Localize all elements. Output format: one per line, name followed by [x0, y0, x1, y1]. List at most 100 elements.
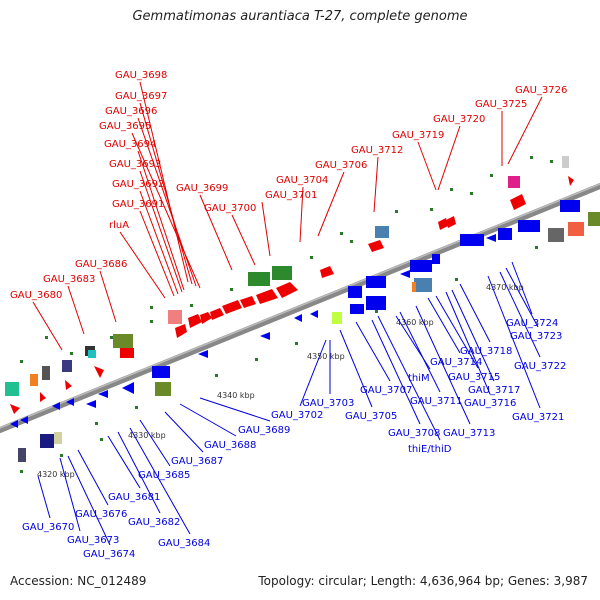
tick-label: 4320 kbp: [37, 470, 75, 479]
gene-label[interactable]: GAU_3723: [510, 331, 562, 342]
gene-label[interactable]: GAU_3684: [158, 538, 210, 549]
genome-backbone: [0, 182, 600, 434]
leader-line: [427, 297, 461, 354]
gene-label[interactable]: GAU_3717: [468, 385, 520, 396]
gene-label[interactable]: GAU_3695: [99, 121, 151, 132]
leader-line: [487, 275, 541, 409]
leader-line: [299, 186, 304, 243]
gene-label[interactable]: GAU_3721: [512, 412, 564, 423]
leader-line: [32, 301, 63, 351]
leader-line: [131, 132, 201, 289]
leader-line: [451, 289, 495, 382]
gene-label[interactable]: GAU_3702: [271, 410, 323, 421]
gene-label[interactable]: GAU_3714: [430, 357, 482, 368]
gene-label[interactable]: GAU_3701: [265, 190, 317, 201]
gene-label[interactable]: GAU_3707: [360, 385, 412, 396]
leader-line: [399, 311, 441, 393]
gene-labels: GAU_3698 GAU_3697 GAU_3696 GAU_3695 GAU_3694…: [10, 70, 567, 560]
gene-label[interactable]: GAU_3706: [315, 160, 367, 171]
tick-label: 4360 kbp: [396, 318, 434, 327]
leader-line: [231, 214, 256, 266]
gene-label[interactable]: GAU_3700: [204, 203, 256, 214]
genome-backbone-highlight: [0, 183, 600, 429]
leader-line: [139, 210, 175, 297]
gene-label[interactable]: GAU_3692: [112, 179, 164, 190]
gene-label[interactable]: GAU_3713: [443, 428, 495, 439]
gene-label[interactable]: GAU_3693: [109, 159, 161, 170]
leader-line: [139, 190, 179, 295]
leader-line: [415, 305, 471, 425]
leader-line: [77, 449, 109, 506]
gene-label[interactable]: GAU_3726: [515, 85, 567, 96]
gene-label[interactable]: GAU_3681: [108, 492, 160, 503]
gene-label[interactable]: GAU_3708: [388, 428, 440, 439]
leader-line: [139, 102, 193, 285]
leader-line: [377, 315, 441, 441]
leader-line: [199, 397, 271, 422]
leader-line: [99, 270, 117, 323]
gene-label[interactable]: GAU_3704: [276, 175, 328, 186]
gene-label[interactable]: GAU_3724: [506, 318, 558, 329]
leader-line: [199, 194, 233, 271]
gene-label[interactable]: GAU_3694: [104, 139, 156, 150]
leader-line: [437, 125, 461, 191]
gene-label[interactable]: GAU_3686: [75, 259, 127, 270]
leader-line: [459, 283, 491, 343]
gene-label[interactable]: GAU_3685: [138, 470, 190, 481]
leader-line: [261, 201, 271, 257]
tick-label: 4340 kbp: [217, 391, 255, 400]
leader-line: [59, 457, 81, 532]
leader-line: [164, 411, 204, 453]
accession-label: Accession: NC_012489: [10, 574, 147, 588]
gene-label[interactable]: GAU_3674: [83, 549, 135, 560]
leader-line: [445, 291, 491, 395]
gene-label[interactable]: GAU_3703: [302, 398, 354, 409]
gene-label[interactable]: GAU_3725: [475, 99, 527, 110]
leader-line: [117, 431, 161, 514]
gene-label[interactable]: GAU_3683: [43, 274, 95, 285]
gene-label[interactable]: GAU_3687: [171, 456, 223, 467]
gene-label[interactable]: GAU_3670: [22, 522, 74, 533]
leader-line: [511, 261, 533, 315]
gene-label[interactable]: GAU_3715: [448, 372, 500, 383]
gene-label[interactable]: GAU_3719: [392, 130, 444, 141]
scale-ticks: 4320 kbp 4330 kbp 4340 kbp 4350 kbp 4360…: [37, 283, 524, 479]
gene-label[interactable]: GAU_3680: [10, 290, 62, 301]
gene-label[interactable]: GAU_3698: [115, 70, 167, 81]
leader-line: [119, 231, 166, 299]
gene-label[interactable]: GAU_3712: [351, 145, 403, 156]
gene-label[interactable]: GAU_3722: [514, 361, 566, 372]
gene-label[interactable]: GAU_3697: [115, 91, 167, 102]
leader-line: [339, 329, 373, 408]
leader-line: [37, 475, 51, 519]
top-strand-genes: [5, 156, 574, 414]
map-title: Gemmatimonas aurantiaca T-27, complete g…: [132, 9, 468, 24]
gene-label[interactable]: GAU_3688: [204, 440, 256, 451]
gene-label[interactable]: GAU_3682: [128, 517, 180, 528]
gene-label[interactable]: GAU_3696: [105, 106, 157, 117]
leader-line: [317, 171, 345, 237]
gene-label[interactable]: rluA: [109, 220, 129, 231]
gene-label[interactable]: GAU_3718: [460, 346, 512, 357]
gene-label[interactable]: GAU_3699: [176, 183, 228, 194]
tick-label: 4350 kbp: [307, 352, 345, 361]
gene-label[interactable]: GAU_3691: [112, 199, 164, 210]
gene-label[interactable]: thiE/thiD: [408, 444, 452, 455]
leader-line: [137, 150, 185, 291]
bottom-strand-genes: [10, 200, 600, 462]
leader-line: [373, 156, 379, 213]
tick-label: 4330 kbp: [128, 431, 166, 440]
leader-line: [67, 285, 85, 335]
gene-label[interactable]: GAU_3673: [67, 535, 119, 546]
leader-line: [67, 455, 111, 546]
gene-label[interactable]: thiM: [408, 373, 430, 384]
leader-line: [507, 96, 543, 165]
gene-label[interactable]: GAU_3676: [75, 509, 127, 520]
gene-label[interactable]: GAU_3716: [464, 398, 516, 409]
gene-label[interactable]: GAU_3720: [433, 114, 485, 125]
gene-label[interactable]: GAU_3711: [410, 396, 462, 407]
gene-label[interactable]: GAU_3689: [238, 425, 290, 436]
leader-line: [107, 435, 141, 489]
gene-label[interactable]: GAU_3705: [345, 411, 397, 422]
